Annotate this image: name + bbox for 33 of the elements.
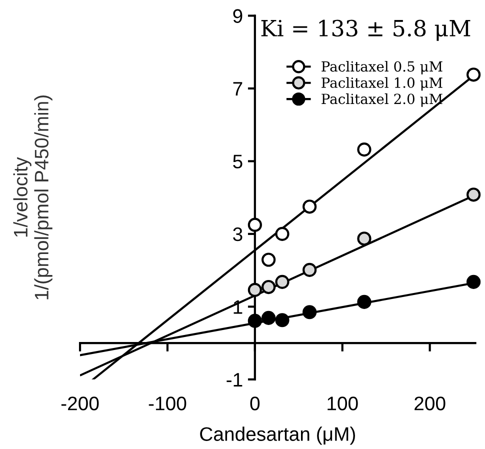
- legend-label: Paclitaxel 0.5 μM: [322, 60, 442, 74]
- point: [248, 282, 262, 297]
- x-tick-label: 0: [250, 396, 260, 410]
- point: [262, 252, 276, 267]
- annotation: Ki = 133 ± 5.8 μM: [261, 20, 470, 41]
- point: [302, 200, 317, 214]
- point: [262, 280, 276, 294]
- point: [357, 294, 372, 309]
- point: [466, 188, 481, 202]
- point: [466, 68, 481, 82]
- point: [262, 310, 276, 325]
- x-axis-title: Candesartan (μM): [200, 426, 356, 445]
- x-tick-label: 100: [328, 396, 358, 410]
- point: [302, 262, 317, 277]
- y-tick-label: 7: [233, 82, 242, 96]
- x-tick-label: -100: [148, 396, 186, 410]
- y-tick-label: 9: [233, 9, 242, 23]
- point: [275, 226, 290, 241]
- y-tick-label: -1: [226, 373, 242, 386]
- y-tick-label: 3: [233, 227, 242, 242]
- y-tick-label: 5: [233, 154, 242, 168]
- point: [248, 314, 262, 328]
- point: [357, 142, 372, 157]
- x-tick-label: 200: [414, 396, 446, 410]
- point: [302, 305, 317, 320]
- point: [275, 274, 290, 289]
- point: [275, 313, 290, 328]
- legend-label: Paclitaxel 1.0 μM: [322, 77, 442, 91]
- point: [466, 274, 481, 289]
- point: [357, 232, 372, 246]
- x-tick-label: -200: [61, 396, 99, 410]
- point: [248, 218, 262, 232]
- y-axis-title: 1/velocity 1/(pmol/pmol P450/min): [13, 96, 52, 300]
